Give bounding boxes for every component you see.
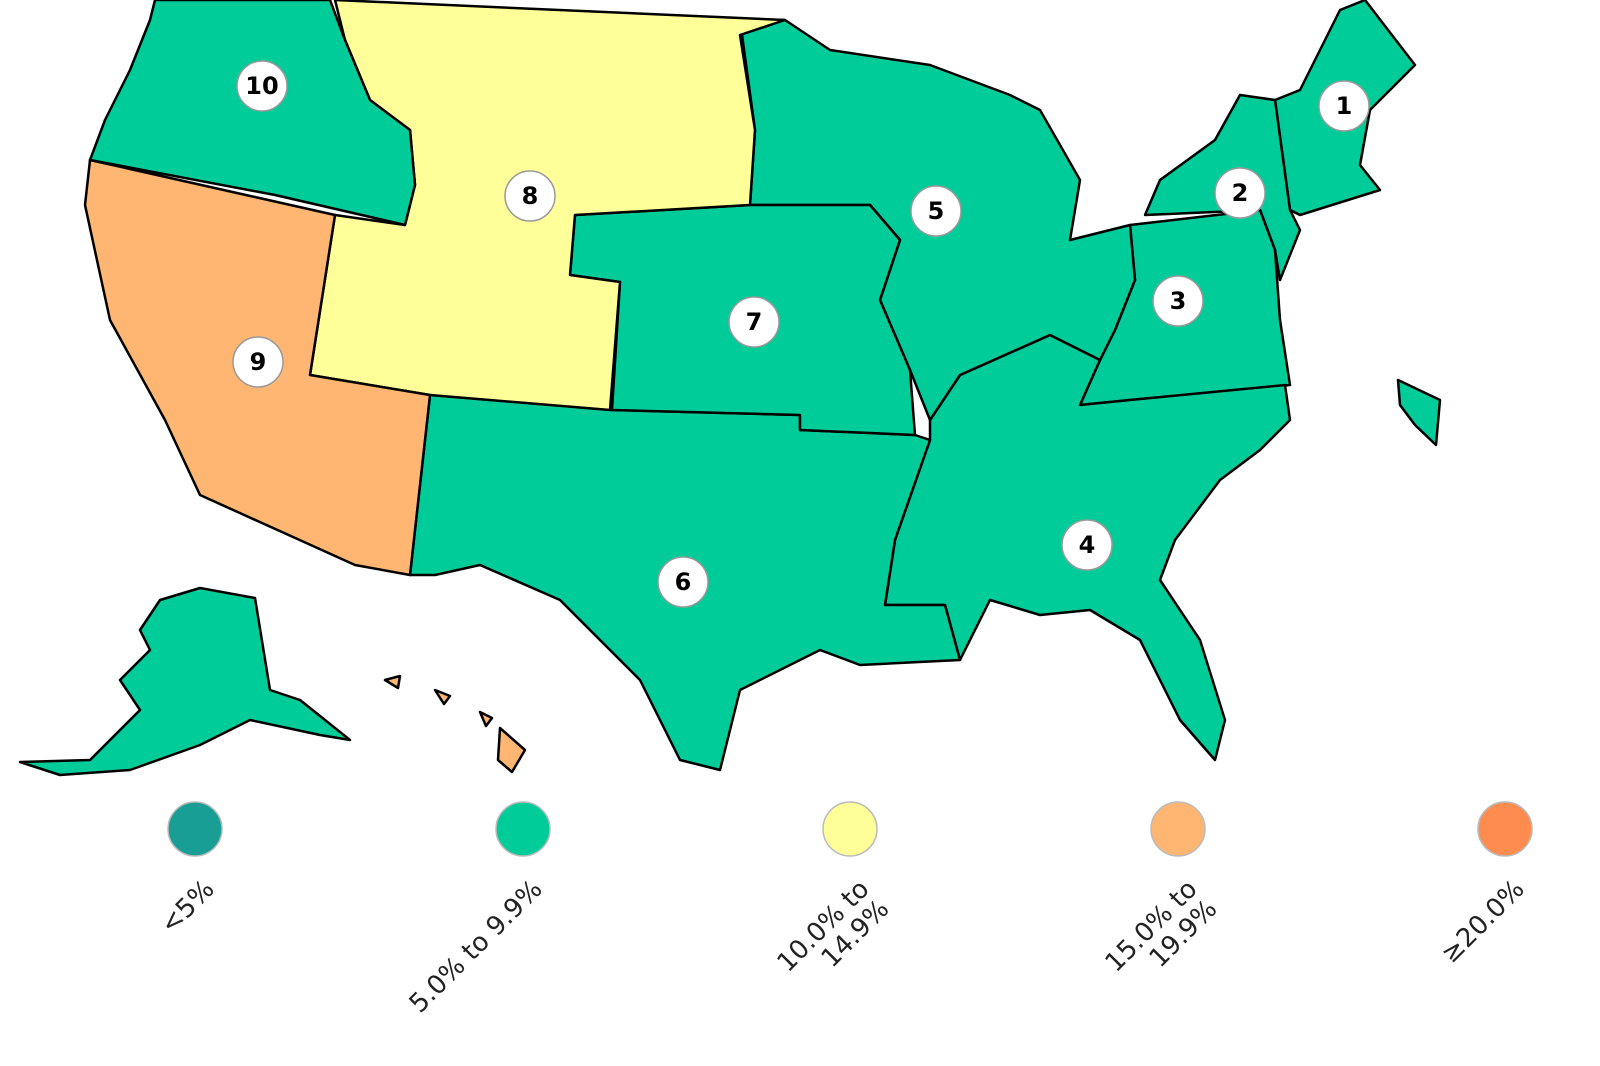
legend-swatch [1477, 801, 1533, 857]
region-shape [88, 0, 417, 227]
legend-label: 5.0% to 9.9% [403, 874, 549, 1020]
badge-circle [910, 185, 962, 237]
region-shape [496, 726, 527, 774]
region-number: 3 [1170, 287, 1187, 315]
region-badge: 9 [232, 336, 284, 388]
region-badge: 6 [657, 556, 709, 608]
region-badge: 10 [236, 60, 288, 112]
badge-circle [504, 170, 556, 222]
region-badge: 3 [1152, 275, 1204, 327]
badge-circle [236, 60, 288, 112]
legend-label: ≥20.0% [1435, 874, 1531, 970]
region-shape [478, 710, 494, 728]
region-badge: 8 [504, 170, 556, 222]
region-badge: 1 [1318, 80, 1370, 132]
region-number: 2 [1232, 179, 1249, 207]
legend-swatch [167, 801, 223, 857]
region-number: 10 [245, 72, 278, 100]
legend-label: 10.0% to 14.9% [771, 874, 896, 979]
region-badge: 5 [910, 185, 962, 237]
badge-circle [1061, 519, 1113, 571]
region-number: 7 [746, 308, 763, 336]
region-number: 1 [1336, 92, 1353, 120]
region-shape [1396, 378, 1442, 447]
region-number: 9 [250, 348, 267, 376]
region-badge: 2 [1214, 167, 1266, 219]
region-badge: 4 [1061, 519, 1113, 571]
legend-swatch [495, 801, 551, 857]
badge-circle [1152, 275, 1204, 327]
badge-circle [232, 336, 284, 388]
region-badge: 7 [728, 296, 780, 348]
region-number: 5 [928, 197, 945, 225]
badge-circle [1318, 80, 1370, 132]
region-shape [18, 586, 352, 777]
legend-swatch [822, 801, 878, 857]
region-shape [433, 688, 452, 706]
region-shape [383, 674, 402, 690]
legend-label: 15.0% to 19.9% [1099, 874, 1224, 979]
region-number: 6 [675, 568, 692, 596]
badge-circle [1214, 167, 1266, 219]
region-number: 8 [522, 182, 539, 210]
badge-circle [657, 556, 709, 608]
legend-label: <5% [154, 874, 221, 941]
us-map: 1 2 3 4 5 6 7 8 9 10 [18, 0, 1442, 777]
legend-swatch [1150, 801, 1206, 857]
region-number: 4 [1079, 531, 1096, 559]
badge-circle [728, 296, 780, 348]
